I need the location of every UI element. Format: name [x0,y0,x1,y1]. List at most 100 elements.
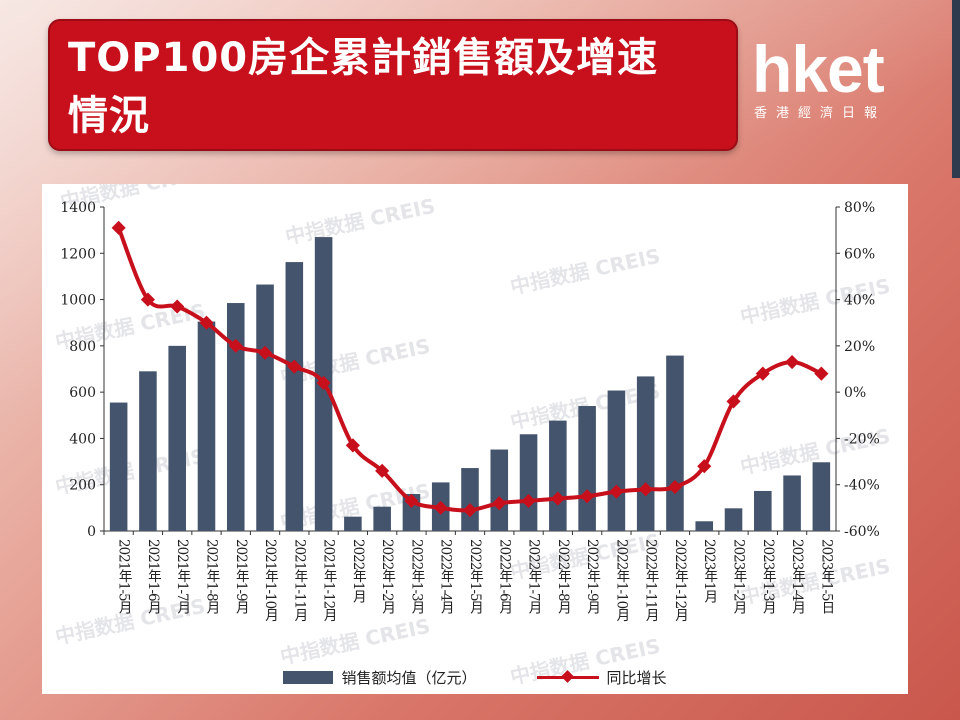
y-left-tick-label: 600 [69,385,96,401]
growth-point [287,359,302,374]
y-right-tick-label: 60% [844,246,875,262]
growth-point [433,500,448,515]
x-tick-label: 2022年1-9月 [584,539,601,615]
x-tick-label: 2021年1-12月 [321,539,338,623]
bar [666,355,684,531]
y-left-tick-label: 1200 [60,246,96,262]
bar [754,490,772,531]
x-tick-label: 2022年1-8月 [555,539,572,615]
y-right-tick-label: -40% [844,478,880,494]
bar [549,420,567,531]
bar [578,406,596,531]
growth-point [609,484,624,499]
side-accent-bar [952,0,960,178]
x-tick-label: 2022年1-2月 [379,539,396,615]
bar [519,434,538,531]
y-right-tick-label: -60% [844,524,880,540]
growth-point [492,496,507,511]
x-tick-label: 2023年1月 [701,539,718,604]
bar [636,376,655,531]
bar [285,262,304,531]
bar [139,371,157,531]
x-tick-label: 2021年1-7月 [174,539,191,615]
legend-item-bars: 销售额均值（亿元） [283,667,477,688]
x-tick-label: 2022年1-11月 [643,539,660,623]
growth-point [814,366,829,381]
bar [168,345,186,531]
growth-point [345,438,360,453]
x-tick-label: 2021年1-10月 [262,539,279,623]
x-tick-label: 2022年1-10月 [613,539,630,623]
bar [344,516,362,531]
growth-point [228,338,243,353]
growth-point [667,479,683,495]
x-tick-label: 2023年1-3月 [760,539,777,615]
y-right-tick-label: 0% [844,385,866,401]
growth-point [697,459,712,474]
legend-label-bars: 销售额均值（亿元） [341,668,477,687]
legend-label-line: 同比增长 [606,668,667,687]
growth-point [170,299,185,314]
x-tick-label: 2022年1-12月 [672,539,689,623]
y-right-tick-label: -20% [844,431,880,447]
legend-line-swatch [536,670,599,684]
growth-point [580,489,595,504]
growth-point [257,345,273,360]
growth-point [638,482,653,497]
y-right-tick-label: 80% [844,200,875,216]
x-tick-label: 2022年1-7月 [526,539,543,615]
x-tick-label: 2021年1-11月 [291,539,308,623]
watermark-text: 中指数据 CREIS [508,244,662,299]
logo-wordmark: hket [752,32,885,106]
bar [812,462,831,531]
y-left-tick-label: 0 [87,524,96,540]
chart-legend: 销售额均值（亿元） 同比增长 [42,664,908,690]
y-left-tick-label: 1400 [60,200,96,216]
y-right-tick-label: 20% [844,339,875,355]
x-tick-label: 2022年1-3月 [408,539,425,615]
growth-point [726,394,741,409]
growth-point [755,366,770,381]
x-tick-label: 2022年1-5月 [467,539,484,615]
growth-point [316,375,331,390]
growth-point [111,220,126,235]
bar [256,284,274,531]
x-tick-label: 2022年1-4月 [438,539,455,615]
x-tick-label: 2021年1-8月 [203,539,220,615]
bar [461,468,479,531]
x-tick-label: 2023年1-2月 [731,539,748,615]
growth-point [199,315,214,330]
x-tick-label: 2023年1-5日 [818,539,835,614]
growth-point [785,354,800,370]
legend-bar-swatch [283,670,334,684]
x-tick-label: 2023年1-4月 [789,539,806,615]
page-title: TOP100房企累計銷售額及增速情況 [68,35,659,139]
x-tick-label: 2022年1月 [350,539,367,604]
growth-point [375,463,390,478]
y-right-tick-label: 40% [844,293,875,309]
bar [109,402,128,531]
growth-point [521,493,536,508]
x-tick-label: 2021年1-9月 [233,539,250,615]
bar [226,303,245,531]
y-left-tick-label: 1000 [60,293,96,309]
bar [783,475,801,531]
growth-line [116,227,823,513]
watermark-text: 中指数据 CREIS [283,194,437,249]
bar [197,321,216,531]
x-tick-label: 2022年1-6月 [496,539,513,615]
x-tick-label: 2021年1-5月 [116,539,133,615]
bar [724,508,743,531]
x-tick-label: 2021年1-6月 [145,539,162,615]
watermark-text: 中指数据 CREIS [278,614,432,669]
title-banner: TOP100房企累計銷售額及增速情況 [48,19,738,151]
logo-subtitle: 香港經濟日報 [754,106,887,121]
bar [695,521,714,531]
y-left-tick-label: 200 [69,478,96,494]
bar [490,449,509,531]
bar [373,506,391,531]
brand-logo: hket 香港經濟日報 [752,34,922,134]
y-left-tick-label: 400 [69,431,96,447]
y-left-tick-label: 800 [69,339,96,355]
